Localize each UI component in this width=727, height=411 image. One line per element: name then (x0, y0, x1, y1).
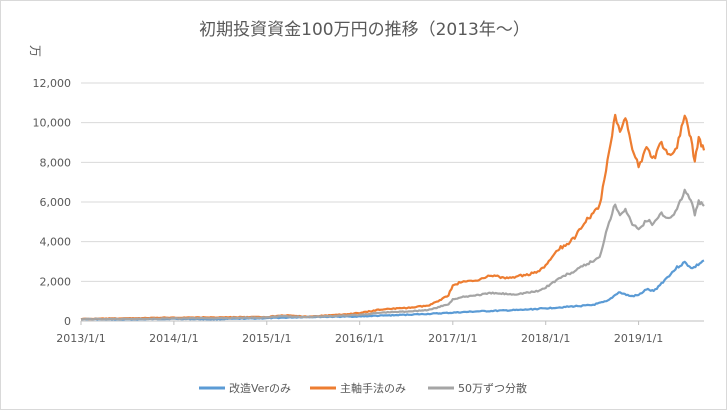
x-tick-label: 2019/1/1 (614, 332, 663, 345)
x-axis-tick-labels: 2013/1/1 2014/1/1 2015/1/1 2016/1/1 2017/1/1… (56, 321, 663, 345)
y-axis-tick-labels: 0 2,000 4,000 6,000 8,000 10,000 12,000 (33, 77, 72, 328)
legend-label: 50万ずつ分散 (458, 381, 527, 395)
x-tick-label: 2016/1/1 (335, 332, 384, 345)
y-tick-label: 2,000 (40, 275, 72, 288)
y-axis-unit-label: 万 (28, 45, 42, 57)
y-tick-label: 10,000 (33, 117, 72, 130)
x-tick-label: 2013/1/1 (56, 332, 105, 345)
x-tick-label: 2018/1/1 (521, 332, 570, 345)
chart-title: 初期投資資金100万円の推移（2013年～） (199, 20, 530, 40)
series-line (80, 188, 705, 321)
x-tick-label: 2015/1/1 (242, 332, 291, 345)
gridlines (81, 82, 704, 322)
series-lines (80, 113, 706, 321)
y-tick-label: 8,000 (40, 156, 72, 169)
y-tick-label: 12,000 (33, 77, 72, 90)
x-tick-label: 2017/1/1 (428, 332, 477, 345)
y-tick-label: 0 (64, 315, 71, 328)
x-tick-label: 2014/1/1 (149, 332, 198, 345)
legend: 改造Verのみ 主軸手法のみ 50万ずつ分散 (199, 381, 527, 395)
y-tick-label: 4,000 (40, 236, 72, 249)
y-tick-label: 6,000 (40, 196, 72, 209)
legend-label: 主軸手法のみ (340, 381, 406, 395)
legend-label: 改造Verのみ (229, 381, 291, 395)
